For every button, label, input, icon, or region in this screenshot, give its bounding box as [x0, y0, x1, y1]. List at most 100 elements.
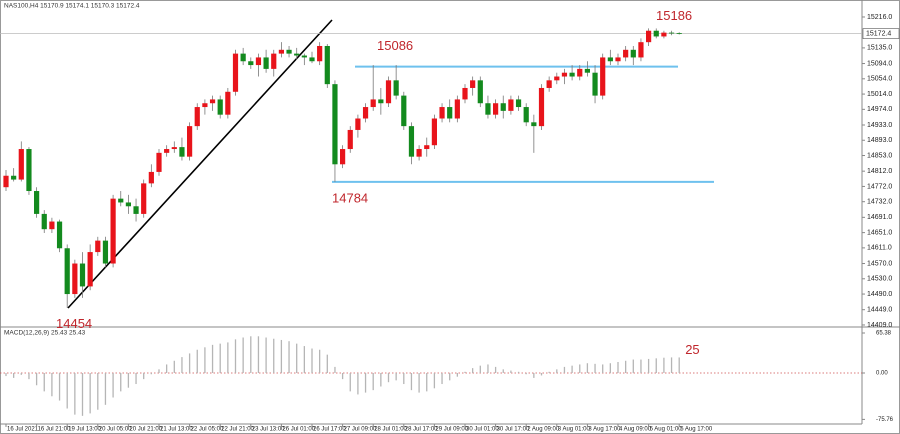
candle-body	[202, 103, 208, 108]
candle-body	[72, 263, 78, 295]
candle-body	[271, 53, 277, 69]
candle-body	[362, 107, 369, 119]
candle-body	[370, 99, 376, 108]
x-tick-label: 30 Jul 17:00	[497, 427, 530, 433]
candle-body	[309, 57, 315, 62]
x-tick-label: 28 Jul 17:00	[405, 427, 438, 433]
candle-body	[294, 53, 300, 56]
candle-body	[515, 99, 522, 108]
annotation: 14784	[332, 190, 368, 205]
y-tick-label: 15054.0	[867, 76, 892, 83]
candle-body	[500, 103, 506, 111]
x-tick-label: 20 Jul 21:00	[129, 427, 162, 433]
candle-body	[615, 57, 621, 62]
candle-body	[462, 87, 468, 100]
candle-body	[600, 57, 606, 96]
candle-body	[255, 57, 262, 66]
y-tick-label: 14732.0	[867, 199, 892, 206]
y-tick-label: 14409.0	[867, 322, 892, 329]
candle-body	[646, 30, 652, 43]
annotation: 15086	[377, 38, 413, 53]
candle-body	[240, 53, 246, 62]
candle-body	[546, 80, 552, 88]
candle-body	[393, 80, 399, 96]
candle-body	[11, 175, 17, 180]
candle-body	[278, 49, 284, 54]
candle-body	[531, 122, 537, 127]
annotation: 15186	[656, 8, 692, 23]
candle-body	[56, 221, 63, 249]
current-price-label: 15172.4	[866, 30, 891, 37]
candle-body	[225, 91, 231, 115]
x-tick-label: 23 Jul 13:00	[252, 427, 285, 433]
x-tick-label: 3 Aug 01:00	[558, 427, 591, 433]
candle-body	[416, 149, 422, 157]
candle-body	[79, 263, 86, 287]
y-tick-label: 14893.0	[867, 137, 892, 144]
candle-body	[49, 221, 55, 230]
candle-body	[125, 202, 131, 207]
candle-body	[424, 145, 430, 150]
candle-body	[141, 183, 147, 214]
candle-body	[661, 32, 667, 37]
y-tick-label: 14772.0	[867, 183, 892, 190]
x-tick-label: 21 Jul 13:00	[160, 427, 193, 433]
candle-body	[447, 107, 453, 119]
candle-body	[523, 107, 529, 123]
candle-body	[355, 118, 361, 130]
y-tick-label: 14449.0	[867, 307, 892, 314]
candle-body	[3, 175, 9, 188]
x-tick-label: 20 Jul 05:00	[99, 427, 132, 433]
x-tick-label: 30 Jul 01:00	[466, 427, 499, 433]
x-tick-label: 16 Jul 21:00	[38, 427, 71, 433]
y-tick-label: 14691.0	[867, 214, 892, 221]
x-tick-label: 26 Jul 17:00	[313, 427, 346, 433]
y-tick-label: 15135.0	[867, 45, 892, 52]
candle-body	[485, 103, 491, 115]
candle-body	[64, 248, 70, 295]
candle-body	[18, 149, 24, 180]
annotation: 25	[685, 342, 699, 357]
chart-title: NAS100,H4 15170.9 15174.1 15170.3 15172.…	[4, 3, 140, 10]
candle-body	[156, 152, 162, 172]
candle-body	[607, 57, 613, 62]
candle-body	[248, 61, 254, 66]
y-tick-label: 15094.0	[867, 60, 892, 67]
candle-body	[41, 213, 47, 230]
candle-body	[439, 107, 445, 119]
candle-body	[493, 103, 499, 115]
x-tick-label: 5 Aug 17:00	[680, 427, 713, 433]
candle-body	[263, 57, 269, 69]
x-tick-label: 5 Aug 01:00	[650, 427, 683, 433]
x-tick-label: 2 Aug 09:00	[527, 427, 560, 433]
candle-body	[34, 191, 40, 214]
y-tick-label: -75.76	[876, 417, 894, 423]
candle-body	[401, 95, 407, 127]
candle-body	[102, 240, 109, 264]
x-tick-label: 16 Jul 2021	[7, 427, 39, 433]
candle-body	[324, 45, 330, 85]
candle-body	[584, 68, 590, 73]
y-tick-label: 15014.0	[867, 91, 892, 98]
candle-body	[561, 72, 568, 77]
candle-body	[385, 80, 392, 104]
candle-body	[638, 42, 644, 58]
candle-body	[477, 80, 483, 104]
candle-body	[232, 53, 239, 92]
candle-body	[554, 76, 560, 81]
candle-body	[110, 198, 116, 264]
y-tick-label: 15216.0	[867, 14, 892, 21]
y-tick-label: 14530.0	[867, 276, 892, 283]
y-tick-label: 0.00	[876, 371, 888, 377]
candle-body	[286, 49, 292, 54]
y-tick-label: 14933.0	[867, 122, 892, 129]
x-tick-label: 26 Jul 01:00	[282, 427, 315, 433]
candle-body	[217, 99, 223, 115]
candle-body	[408, 126, 415, 157]
candle-body	[668, 32, 675, 34]
candle-body	[630, 49, 636, 58]
candle-body	[209, 99, 216, 104]
candle-body	[187, 126, 193, 157]
